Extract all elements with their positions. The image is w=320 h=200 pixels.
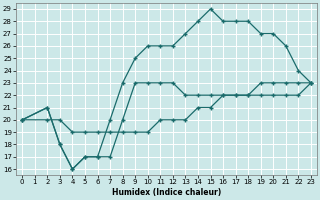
X-axis label: Humidex (Indice chaleur): Humidex (Indice chaleur) — [112, 188, 221, 197]
